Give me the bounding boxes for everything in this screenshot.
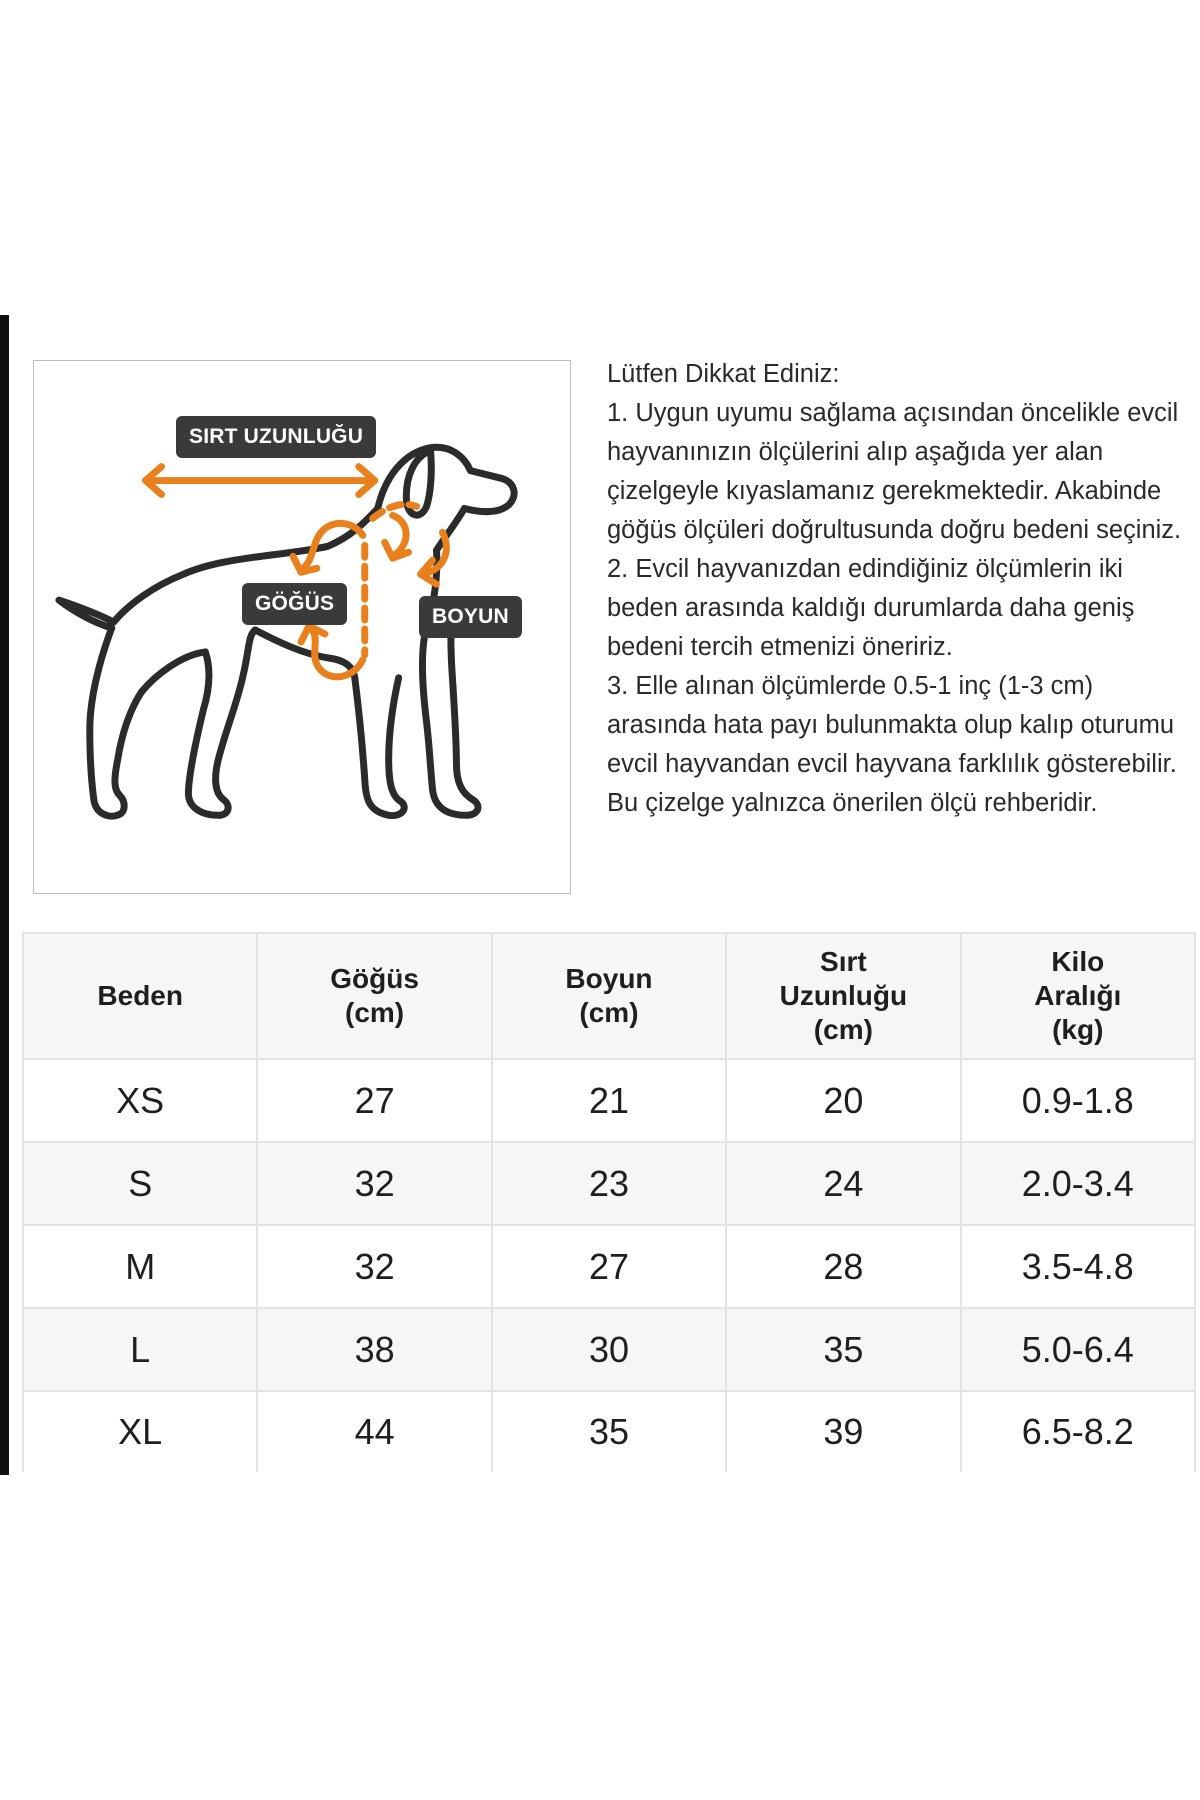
neck-arrowhead-left: [381, 538, 413, 562]
cell-weight-range: 3.5-4.8: [959, 1224, 1197, 1309]
cell-size: S: [21, 1141, 259, 1226]
column-header-neck: Boyun (cm): [490, 932, 728, 1060]
cell-neck: 21: [490, 1058, 728, 1143]
cell-neck: 27: [490, 1224, 728, 1309]
note-item: 2. Evcil hayvanızdan edindiğiniz ölçümle…: [607, 555, 1135, 661]
cell-weight-range: 2.0-3.4: [959, 1141, 1197, 1226]
chest-arrowhead-lower: [297, 622, 329, 646]
cell-chest: 44: [256, 1390, 493, 1472]
table-row: L 38 30 35 5.0-6.4: [21, 1307, 1197, 1392]
cell-chest: 32: [256, 1224, 493, 1309]
dog-outline-illustration: [55, 443, 518, 820]
size-chart-table: Beden Göğüs (cm) Boyun (cm) Sırt Uzunluğ…: [21, 932, 1197, 1472]
table-row: M 32 27 28 3.5-4.8: [21, 1224, 1197, 1309]
cell-size: M: [21, 1224, 259, 1309]
table-row: XL 44 35 39 6.5-8.2: [21, 1390, 1197, 1472]
cell-weight-range: 6.5-8.2: [959, 1390, 1197, 1472]
neck-arrow-right: [419, 528, 450, 578]
column-header-weight-range: Kilo Aralığı (kg): [959, 932, 1197, 1060]
cell-weight-range: 0.9-1.8: [959, 1058, 1197, 1143]
cell-neck: 30: [490, 1307, 728, 1392]
neck-dashed-line: [369, 500, 421, 522]
cell-back-length: 20: [725, 1058, 962, 1143]
neck-arrowhead-right: [417, 556, 440, 588]
column-header-size: Beden: [21, 932, 259, 1060]
cell-neck: 23: [490, 1141, 728, 1226]
care-notes: Lütfen Dikkat Ediniz: 1. Uygun uyumu sağ…: [607, 355, 1197, 823]
cell-chest: 32: [256, 1141, 493, 1226]
neck-label: BOYUN: [419, 596, 522, 638]
back-length-arrowhead-left: [142, 463, 166, 498]
cell-weight-range: 5.0-6.4: [959, 1307, 1197, 1392]
column-header-back-length: Sırt Uzunluğu (cm): [725, 932, 962, 1060]
table-row: XS 27 21 20 0.9-1.8: [21, 1058, 1197, 1143]
chest-label: GÖĞÜS: [242, 583, 348, 625]
cell-back-length: 28: [725, 1224, 962, 1309]
table-row: S 32 23 24 2.0-3.4: [21, 1141, 1197, 1226]
measurement-arrows: [142, 463, 450, 681]
chest-arrow-lower: [307, 624, 367, 681]
cell-size: XL: [21, 1390, 259, 1472]
cell-chest: 38: [256, 1307, 493, 1392]
back-length-label: SIRT UZUNLUĞU: [176, 416, 377, 458]
note-item: Bu çizelge yalnızca önerilen ölçü rehber…: [607, 789, 1098, 817]
table-header-row: Beden Göğüs (cm) Boyun (cm) Sırt Uzunluğ…: [21, 932, 1197, 1060]
dog-body-outline: [55, 443, 518, 820]
neck-arrow-left: [389, 511, 410, 560]
cell-back-length: 24: [725, 1141, 962, 1226]
left-edge-bar: [0, 315, 9, 1475]
notes-heading: Lütfen Dikkat Ediniz:: [607, 360, 840, 388]
cell-chest: 27: [256, 1058, 493, 1143]
note-item: 3. Elle alınan ölçümlerde 0.5-1 inç (1-3…: [607, 672, 1177, 778]
cell-neck: 35: [490, 1390, 728, 1472]
note-item: 1. Uygun uyumu sağlama açısından öncelik…: [607, 399, 1182, 544]
cell-size: XS: [21, 1058, 259, 1143]
chest-arrow-upper: [297, 520, 367, 574]
chest-arrowhead-upper: [289, 552, 321, 576]
back-length-arrowhead-right: [355, 463, 379, 498]
column-header-chest: Göğüs (cm): [256, 932, 493, 1060]
cell-back-length: 39: [725, 1390, 962, 1472]
dog-measurement-diagram: SIRT UZUNLUĞU GÖĞÜS BOYUN: [33, 360, 571, 894]
cell-back-length: 35: [725, 1307, 962, 1392]
cell-size: L: [21, 1307, 259, 1392]
